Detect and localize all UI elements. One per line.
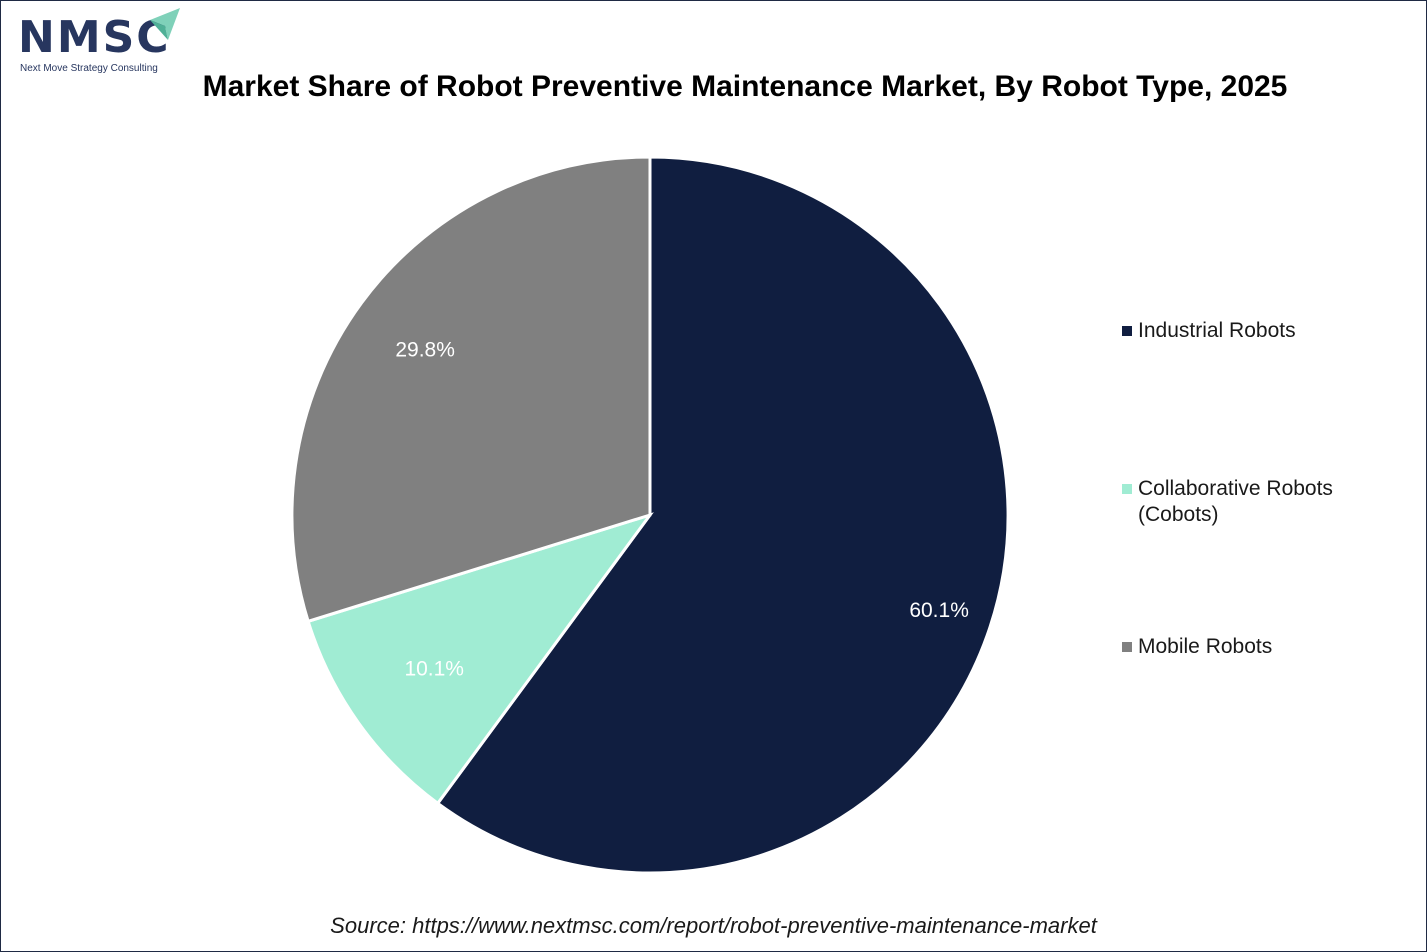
- data-label-collaborative-robots: 10.1%: [404, 658, 464, 681]
- legend-item-collaborative-robots: Collaborative Robots (Cobots): [1122, 476, 1378, 528]
- legend-item-mobile-robots: Mobile Robots: [1122, 634, 1378, 660]
- legend-label-collaborative-robots: Collaborative Robots (Cobots): [1138, 477, 1333, 526]
- legend-item-industrial-robots: Industrial Robots: [1122, 318, 1378, 344]
- logo-text: NMSC: [18, 12, 171, 63]
- chart-title: Market Share of Robot Preventive Mainten…: [202, 70, 1288, 103]
- legend-label-industrial-robots: Industrial Robots: [1138, 319, 1296, 342]
- legend-swatch-collaborative-robots: [1122, 484, 1132, 494]
- arrow-logo-icon: [150, 8, 180, 40]
- data-label-industrial-robots: 60.1%: [909, 599, 969, 622]
- source-note: Source: https://www.nextmsc.com/report/r…: [330, 913, 1097, 938]
- legend-label-mobile-robots: Mobile Robots: [1138, 635, 1273, 658]
- pie-slice-industrial-robots: [435, 155, 1010, 875]
- legend-swatch-mobile-robots: [1122, 642, 1132, 652]
- data-label-mobile-robots: 29.8%: [395, 338, 455, 361]
- logo-subtitle: Next Move Strategy Consulting: [20, 63, 158, 74]
- nmsc-logo: NMSC Next Move Strategy Consulting: [18, 6, 188, 76]
- legend-swatch-industrial-robots: [1122, 326, 1132, 336]
- pie-slice-collaborative-robots: [306, 512, 654, 806]
- pie-slice-mobile-robots: [290, 155, 652, 624]
